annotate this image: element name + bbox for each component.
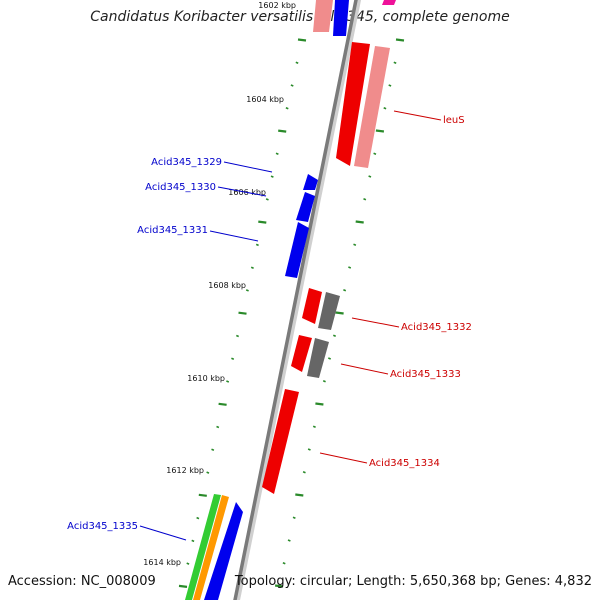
inner-ruler-tick [255, 243, 259, 247]
gene-acid345-1333-red[interactable] [291, 335, 312, 372]
outer-ruler-tick [388, 84, 392, 87]
ruler-label-1614: 1614 kbp [143, 558, 181, 567]
inner-ruler-tick [206, 471, 210, 474]
outer-ruler-tick [363, 197, 367, 201]
inner-ruler-tick [211, 448, 215, 452]
gene-orange[interactable] [193, 495, 229, 600]
outer-ruler-tick [348, 266, 352, 269]
inner-ruler-tick [258, 220, 267, 224]
ruler-label-1612: 1612 kbp [166, 466, 204, 475]
gene-acid345-1333[interactable] [307, 338, 329, 378]
map-title: Candidatus Koribacter versatilis Ellin34… [90, 9, 510, 25]
label-acid345-1333[interactable]: Acid345_1333 [390, 369, 461, 380]
outer-ruler-tick [353, 243, 357, 246]
outer-ruler-tick [315, 402, 324, 406]
outer-ruler-tick [383, 106, 387, 110]
inner-ruler-tick [270, 175, 274, 178]
inner-ruler-tick [226, 380, 230, 383]
gene-acid345-1335[interactable] [204, 502, 243, 600]
ruler-ticks [178, 38, 405, 588]
gene-leuS[interactable] [354, 46, 390, 168]
inner-ruler-tick [191, 539, 195, 543]
gene-top-magenta[interactable] [382, 0, 396, 5]
inner-ruler-tick [218, 402, 227, 406]
outer-ruler-tick [307, 448, 311, 451]
inner-ruler-tick [231, 357, 235, 360]
inner-ruler-tick [285, 107, 289, 110]
gene-top-pink[interactable] [313, 0, 333, 32]
inner-ruler-tick [186, 562, 190, 565]
outer-ruler-tick [368, 175, 372, 178]
outer-ruler-tick [295, 493, 304, 497]
inner-ruler-tick [297, 38, 307, 42]
outer-ruler-tick [292, 516, 296, 519]
inner-ruler-tick [250, 266, 254, 269]
inner-ruler-tick [278, 129, 287, 133]
gene-top-blue[interactable] [333, 0, 349, 36]
outer-ruler-tick [302, 470, 306, 474]
label-acid345-1335[interactable]: Acid345_1335 [67, 521, 138, 532]
ruler-label-1602: 1602 kbp [258, 1, 296, 10]
inner-ruler-tick [265, 198, 269, 201]
gene-acid345-1332-red[interactable] [302, 288, 322, 324]
gene-green[interactable] [185, 494, 221, 600]
backbone [233, 0, 362, 600]
ruler-label-1608: 1608 kbp [208, 281, 246, 290]
accession-text: Accession: NC_008009 [8, 574, 156, 589]
outer-ruler-tick [373, 152, 377, 155]
label-acid345-1330[interactable]: Acid345_1330 [145, 182, 216, 193]
outer-ruler-tick [395, 38, 405, 42]
inner-ruler-tick [216, 425, 220, 429]
outer-ruler-tick [343, 288, 347, 292]
gene-acid345-1332[interactable] [318, 292, 340, 330]
inner-ruler-tick [178, 584, 188, 588]
gene-acid345-1329[interactable] [303, 174, 318, 190]
inner-ruler-tick [196, 516, 200, 520]
ruler-label-1610: 1610 kbp [187, 374, 225, 383]
right-gene-labels: leuS Acid345_1332 Acid345_1333 Acid345_1… [319, 110, 472, 469]
gene-red-1[interactable] [336, 42, 370, 166]
ruler-label-1604: 1604 kbp [246, 95, 284, 104]
gene-acid345-1331[interactable] [285, 222, 309, 278]
label-acid345-1331[interactable]: Acid345_1331 [137, 225, 208, 236]
label-leuS[interactable]: leuS [443, 115, 465, 126]
outer-ruler-tick [282, 561, 286, 565]
inner-ruler-tick [295, 61, 299, 65]
inner-ruler-tick [198, 493, 207, 497]
outer-ruler-tick [312, 425, 316, 428]
inner-ruler-tick [245, 289, 249, 292]
label-acid345-1329[interactable]: Acid345_1329 [151, 157, 222, 168]
outer-ruler-tick [335, 311, 344, 315]
inner-ruler-tick [235, 334, 240, 338]
label-acid345-1334[interactable]: Acid345_1334 [369, 458, 440, 469]
outer-ruler-tick [393, 61, 397, 64]
inner-ruler-tick [238, 311, 247, 315]
outer-ruler-tick [287, 539, 291, 542]
outer-ruler-tick [327, 357, 332, 360]
inner-ruler-tick [290, 84, 294, 87]
outer-ruler-tick [332, 334, 337, 337]
left-gene-labels: Acid345_1329 Acid345_1330 Acid345_1331 A… [67, 157, 273, 541]
outer-ruler-tick [375, 129, 385, 133]
gene-acid345-1330[interactable] [296, 192, 315, 222]
label-acid345-1332[interactable]: Acid345_1332 [401, 322, 472, 333]
inner-ruler-tick [275, 152, 279, 156]
outer-ruler-tick [322, 379, 326, 383]
genome-stats-text: Topology: circular; Length: 5,650,368 bp… [234, 574, 592, 589]
outer-ruler-tick [274, 584, 284, 588]
outer-ruler-tick [355, 220, 364, 224]
gene-acid345-1334[interactable] [262, 389, 299, 494]
